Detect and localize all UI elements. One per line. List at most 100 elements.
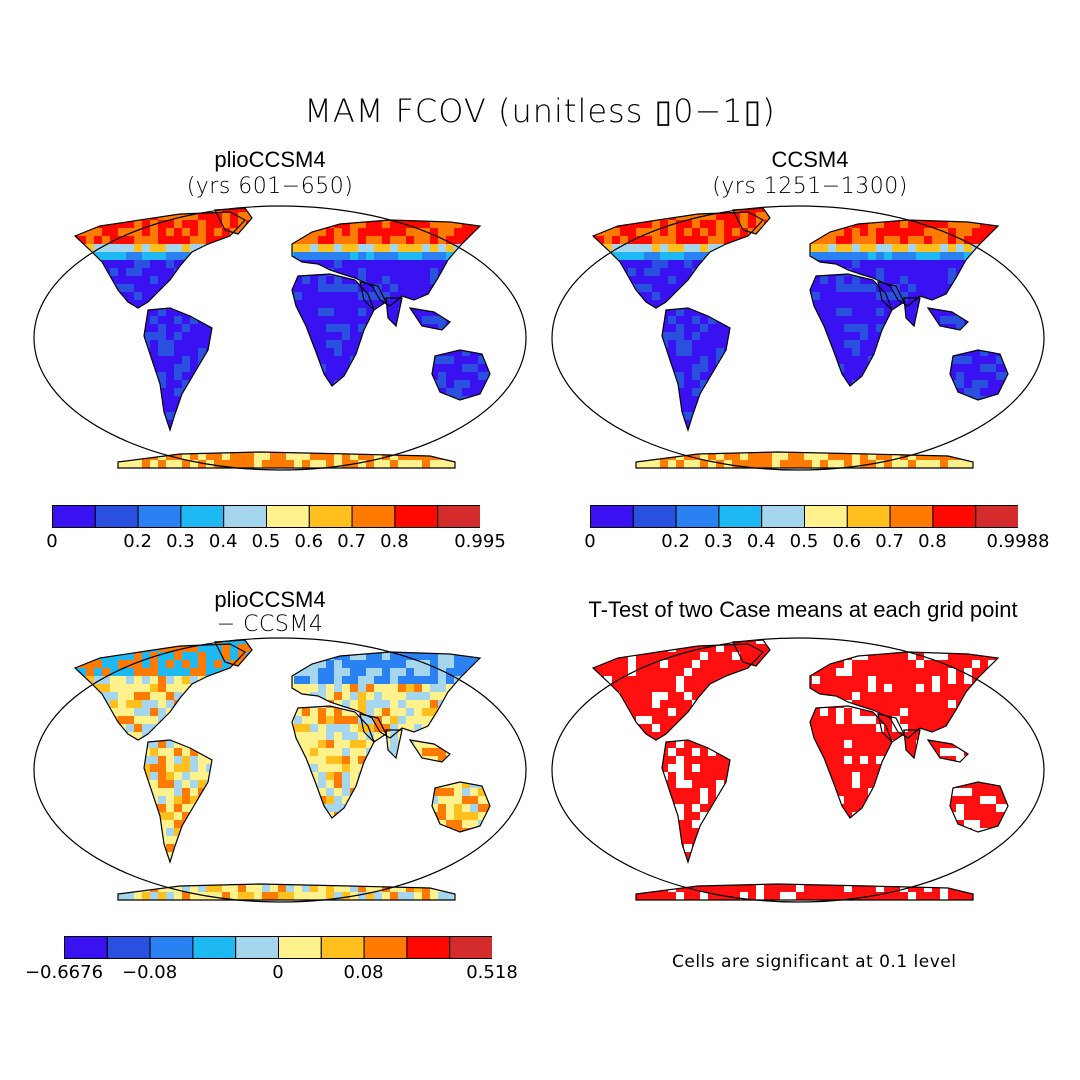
- colorbar-cell: [137, 505, 182, 528]
- colorbar-cell: [52, 505, 96, 528]
- map-diff: [33, 637, 527, 903]
- colorbar-cell: [320, 936, 365, 959]
- coastline-northamerica: [591, 643, 764, 741]
- colorbar-tick-label: 0.6: [294, 531, 324, 552]
- panel-title-ttest: T-Test of two Case means at each grid po…: [588, 597, 1018, 622]
- coastline-australia: [431, 781, 491, 833]
- map-border: [551, 205, 1045, 471]
- colorbar-cell: [406, 936, 451, 959]
- colorbar-cell: [149, 936, 194, 959]
- coastline-africa: [809, 273, 893, 387]
- colorbar-cell: [761, 505, 805, 528]
- map-ccsm: [551, 205, 1045, 471]
- coastline-antarctica: [117, 883, 456, 901]
- colorbar-cell: [675, 505, 720, 528]
- colorbar-tick-label: 0.3: [166, 531, 195, 552]
- land-field: [593, 640, 1008, 900]
- land-field: [593, 208, 1008, 468]
- coastline-australia: [949, 781, 1009, 833]
- coastline-southamerica: [661, 307, 731, 432]
- panel-title-diff: plioCCSM4: [214, 587, 326, 612]
- colorbar-cell: [632, 505, 677, 528]
- colorbar-tick-label: 0.4: [746, 531, 776, 552]
- colorbar-tick-label: 0.3: [704, 531, 733, 552]
- colorbar-tick-label: 0.7: [337, 531, 366, 552]
- colorbar-cell: [449, 936, 492, 959]
- coastline-africa: [809, 705, 893, 819]
- colorbar-cell: [437, 505, 480, 528]
- colorbar-cell: [394, 505, 439, 528]
- colorbar-tick-label: 0.5: [251, 531, 281, 552]
- coastline-eurasia: [291, 219, 482, 307]
- map-border: [33, 205, 527, 471]
- figure-title: MAM FCOV (unitless ▯0−1▯): [304, 92, 776, 130]
- colorbar-tick-label: −0.6676: [24, 962, 104, 983]
- colorbar-cell: [180, 505, 225, 528]
- colorbar-tick-label: −0.08: [122, 962, 178, 983]
- coastline-antarctica: [117, 451, 456, 469]
- coastline-southamerica: [661, 739, 731, 864]
- colorbar-cell: [351, 505, 396, 528]
- colorbar-tick-label: 0.8: [380, 531, 409, 552]
- colorbar-cell: [94, 505, 139, 528]
- coastline-arabia: [359, 713, 387, 743]
- coastline-africa: [291, 273, 375, 387]
- coastline-arabia: [359, 281, 387, 311]
- coastline-australia: [431, 349, 491, 401]
- coastline-africa: [291, 705, 375, 819]
- colorbar-tick-label: 0.6: [832, 531, 862, 552]
- coastline-southamerica: [143, 307, 213, 432]
- coastline-seasia: [408, 307, 451, 331]
- coastline-eurasia: [809, 651, 1000, 739]
- map-ttest: [551, 637, 1045, 903]
- colorbar-cell: [106, 936, 151, 959]
- colorbar-tick-label: 0: [46, 531, 58, 552]
- coastline-australia: [949, 349, 1009, 401]
- coastline-antarctica: [635, 451, 974, 469]
- colorbar-cell: [932, 505, 977, 528]
- colorbar-tick-label: 0.8: [918, 531, 947, 552]
- coastline-southamerica: [143, 739, 213, 864]
- land-field: [75, 640, 490, 900]
- map-border: [551, 637, 1045, 903]
- land-field: [75, 208, 490, 468]
- coastline-seasia: [926, 739, 969, 763]
- colorbar-cell: [278, 936, 322, 959]
- colorbar-tick-label: 0.518: [466, 962, 518, 983]
- map-plio: [33, 205, 527, 471]
- colorbar-tick-label: 0.08: [343, 962, 384, 983]
- coastline-northamerica: [73, 211, 246, 309]
- coastline-india: [385, 729, 403, 760]
- colorbar-cell: [266, 505, 310, 528]
- colorbar-ccsm: [590, 505, 1018, 528]
- colorbar-plio: [52, 505, 480, 528]
- colorbar-tick-label: 0.2: [123, 531, 152, 552]
- coastline-northamerica: [73, 643, 246, 741]
- colorbar-cell: [363, 936, 408, 959]
- colorbar-tick-label: 0.2: [661, 531, 690, 552]
- colorbar-cell: [223, 505, 267, 528]
- coastline-antarctica: [635, 883, 974, 901]
- colorbar-tick-label: 0.7: [875, 531, 904, 552]
- coastline-eurasia: [809, 219, 1000, 307]
- colorbar-cell: [846, 505, 891, 528]
- coastline-india: [385, 297, 403, 328]
- coastline-seasia: [408, 739, 451, 763]
- coastline-arabia: [877, 281, 905, 311]
- colorbar-cell: [718, 505, 763, 528]
- colorbar-cell: [975, 505, 1018, 528]
- coastline-india: [903, 729, 921, 760]
- colorbar-tick-label: 0: [272, 962, 284, 983]
- panel-subtitle-diff: − CCSM4: [216, 612, 324, 637]
- colorbar-cell: [889, 505, 934, 528]
- colorbar-tick-label: 0.9988: [986, 531, 1050, 552]
- coastline-seasia: [926, 307, 969, 331]
- colorbar-tick-label: 0: [584, 531, 596, 552]
- colorbar-tick-label: 0.995: [454, 531, 506, 552]
- panel-title-plio: plioCCSM4: [214, 147, 326, 172]
- panel-subtitle-plio: (yrs 601−650): [186, 174, 354, 199]
- colorbar-cell: [590, 505, 634, 528]
- coastline-arabia: [877, 713, 905, 743]
- colorbar-cell: [64, 936, 108, 959]
- colorbar-cell: [804, 505, 848, 528]
